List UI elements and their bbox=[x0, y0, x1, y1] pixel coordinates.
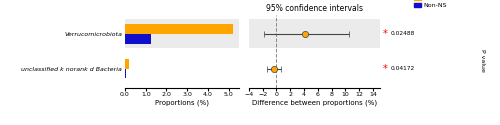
Title: 95% confidence intervals: 95% confidence intervals bbox=[266, 4, 363, 13]
Bar bbox=[249, 20, 380, 48]
Text: 0.02488: 0.02488 bbox=[390, 32, 415, 36]
Text: *: * bbox=[382, 64, 388, 74]
X-axis label: Difference between proportions (%): Difference between proportions (%) bbox=[252, 100, 377, 106]
Bar bbox=[125, 34, 151, 44]
Legend: GP, Non-NS: GP, Non-NS bbox=[412, 0, 449, 10]
Bar bbox=[125, 59, 128, 69]
Bar bbox=[125, 68, 126, 78]
Text: *: * bbox=[382, 29, 388, 39]
Bar bbox=[125, 24, 233, 34]
Text: P value: P value bbox=[480, 48, 485, 72]
Bar bbox=[125, 20, 239, 48]
X-axis label: Proportions (%): Proportions (%) bbox=[155, 100, 209, 106]
Text: 0.04172: 0.04172 bbox=[390, 66, 414, 71]
